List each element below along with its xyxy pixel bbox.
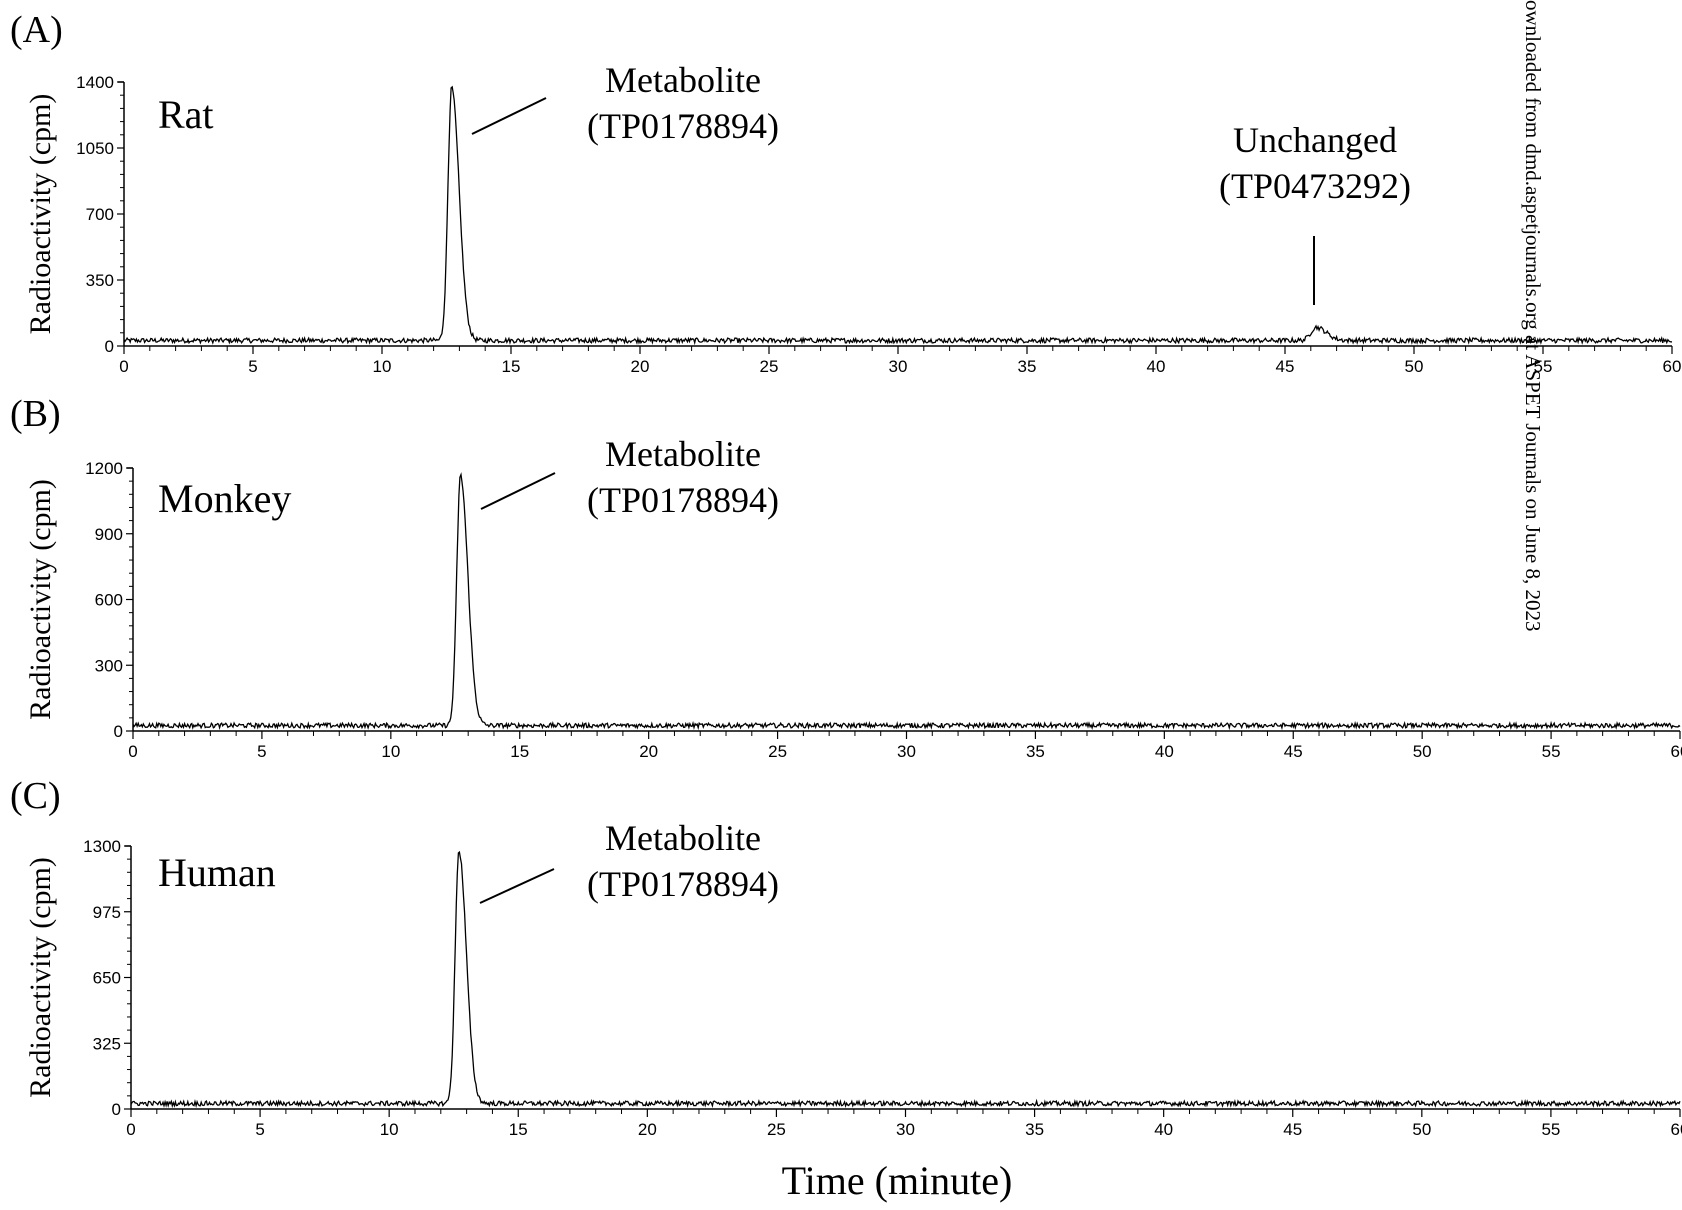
- y-axis-label: Radioactivity (cpm): [24, 94, 57, 335]
- x-tick-label: 45: [1283, 1120, 1302, 1139]
- x-tick-label: 25: [760, 357, 779, 376]
- x-tick-label: 15: [502, 357, 521, 376]
- species-label: Human: [158, 850, 276, 895]
- y-tick-label: 900: [95, 525, 123, 544]
- x-tick-label: 60: [1671, 1120, 1682, 1139]
- x-tick-label: 30: [897, 742, 916, 761]
- chromatogram-trace: [131, 852, 1680, 1106]
- y-tick-label: 1200: [85, 459, 123, 478]
- annotation-label: (TP0178894): [587, 480, 779, 520]
- annotation-label: (TP0178894): [587, 864, 779, 904]
- x-tick-label: 20: [631, 357, 650, 376]
- x-tick-label: 30: [889, 357, 908, 376]
- x-tick-label: 25: [767, 1120, 786, 1139]
- x-axis-label: Time (minute): [782, 1158, 1013, 1203]
- y-tick-label: 1300: [83, 837, 121, 856]
- x-tick-label: 25: [768, 742, 787, 761]
- y-tick-label: 300: [95, 656, 123, 675]
- chromatogram-trace: [124, 87, 1672, 343]
- annotation-label: Metabolite: [605, 60, 761, 100]
- annotation-label: (TP0473292): [1219, 166, 1411, 206]
- annotation-label: Unchanged: [1233, 120, 1397, 160]
- x-tick-label: 50: [1405, 357, 1424, 376]
- annotation-leader: [480, 869, 554, 903]
- x-tick-label: 5: [257, 742, 266, 761]
- x-tick-label: 35: [1018, 357, 1037, 376]
- x-tick-label: 45: [1284, 742, 1303, 761]
- x-tick-label: 40: [1154, 1120, 1173, 1139]
- x-tick-label: 30: [896, 1120, 915, 1139]
- y-tick-label: 1050: [76, 139, 114, 158]
- species-label: Rat: [158, 92, 214, 137]
- x-tick-label: 45: [1276, 357, 1295, 376]
- y-axis-label: Radioactivity (cpm): [24, 857, 57, 1098]
- chromatogram-trace: [133, 475, 1680, 728]
- x-tick-label: 20: [638, 1120, 657, 1139]
- annotation-leader: [481, 473, 555, 509]
- x-tick-label: 15: [510, 742, 529, 761]
- y-tick-label: 700: [86, 205, 114, 224]
- annotation-label: Metabolite: [605, 818, 761, 858]
- y-tick-label: 325: [93, 1034, 121, 1053]
- y-axis-label: Radioactivity (cpm): [24, 479, 57, 720]
- x-tick-label: 5: [248, 357, 257, 376]
- panel-label: (A): [10, 9, 63, 51]
- x-tick-label: 40: [1155, 742, 1174, 761]
- panel-label: (C): [10, 775, 61, 817]
- annotation-leader: [472, 98, 546, 134]
- annotation-label: (TP0178894): [587, 106, 779, 146]
- x-tick-label: 0: [128, 742, 137, 761]
- x-tick-label: 35: [1025, 1120, 1044, 1139]
- x-tick-label: 55: [1541, 1120, 1560, 1139]
- y-tick-label: 0: [114, 722, 123, 741]
- x-tick-label: 5: [255, 1120, 264, 1139]
- y-tick-label: 350: [86, 271, 114, 290]
- x-tick-label: 50: [1413, 742, 1432, 761]
- x-tick-label: 10: [380, 1120, 399, 1139]
- x-tick-label: 10: [381, 742, 400, 761]
- x-tick-label: 10: [373, 357, 392, 376]
- x-tick-label: 40: [1147, 357, 1166, 376]
- x-tick-label: 35: [1026, 742, 1045, 761]
- x-tick-label: 60: [1671, 742, 1682, 761]
- x-tick-label: 15: [509, 1120, 528, 1139]
- download-watermark: ownloaded from dmd.aspetjournals.org at …: [1520, 0, 1545, 632]
- species-label: Monkey: [158, 476, 291, 521]
- y-tick-label: 1400: [76, 73, 114, 92]
- y-tick-label: 975: [93, 903, 121, 922]
- x-tick-label: 55: [1542, 742, 1561, 761]
- x-tick-label: 0: [119, 357, 128, 376]
- x-tick-label: 60: [1663, 357, 1682, 376]
- panel-label: (B): [10, 393, 61, 435]
- x-tick-label: 20: [639, 742, 658, 761]
- x-tick-label: 0: [126, 1120, 135, 1139]
- y-tick-label: 600: [95, 591, 123, 610]
- y-tick-label: 650: [93, 969, 121, 988]
- annotation-label: Metabolite: [605, 434, 761, 474]
- y-tick-label: 0: [105, 337, 114, 356]
- chart-panel-3: (C) Human Radioactivity (cpm) 0 325 650 975 130…: [10, 775, 1682, 1139]
- x-tick-label: 50: [1412, 1120, 1431, 1139]
- y-tick-label: 0: [112, 1100, 121, 1119]
